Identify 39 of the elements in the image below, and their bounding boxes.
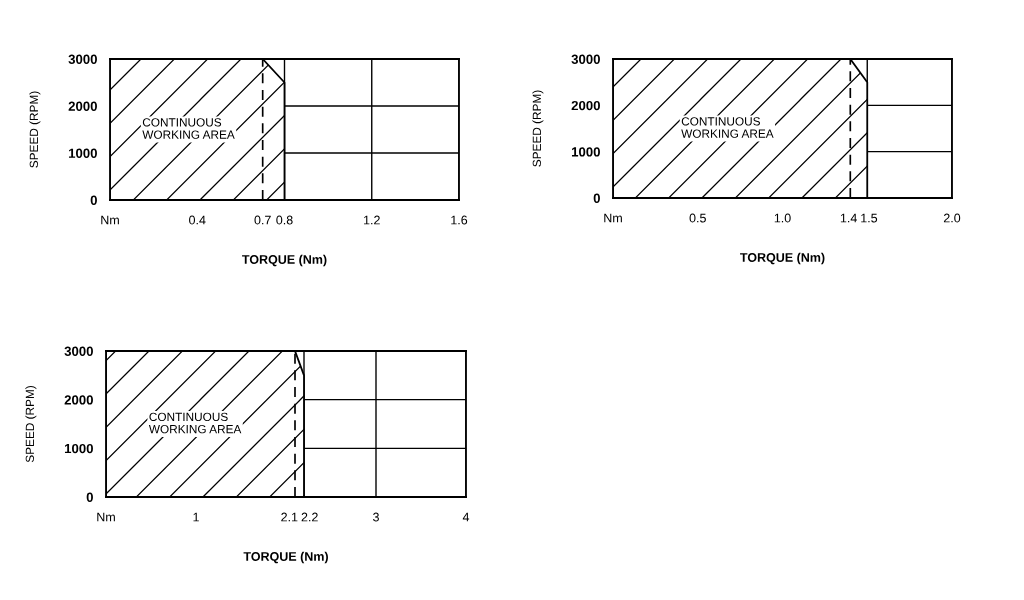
y-tick-label: 3000 [68,54,97,64]
y-tick-label: 2000 [571,100,600,111]
y-tick-label: 0 [593,193,600,203]
y-tick-label: 3000 [571,54,600,64]
x-axis-title: TORQUE (Nm) [242,254,327,267]
x-tick-label: 1.2 [364,215,380,225]
x-tick-label: 3 [373,512,379,522]
x-tick-label: 2.2 [301,512,318,522]
x-tick-label: Nm [604,213,622,223]
x-tick-label: 0.4 [189,215,206,225]
y-tick-label: 2000 [64,395,93,405]
y-axis-title: SPEED (RPM) [25,386,37,463]
x-axis-title: TORQUE (Nm) [740,252,825,265]
y-tick-label: 3000 [64,346,93,356]
y-tick-label: 1000 [571,147,600,157]
x-axis-title: TORQUE (Nm) [243,551,328,564]
y-tick-label: 0 [86,492,93,502]
y-tick-label: 1000 [68,148,97,158]
x-tick-label: 0.5 [689,213,706,223]
x-tick-label: 1 [193,512,199,522]
y-axis-title: SPEED (RPM) [29,91,41,168]
y-tick-label: 2000 [68,101,97,111]
x-tick-label: 2.0 [943,213,961,223]
x-tick-label: 1.6 [451,215,468,225]
x-tick-label: 2.1 [281,512,298,522]
x-tick-label: Nm [97,512,115,522]
annotation: CONTINUOUS WORKING AREA [148,412,242,434]
y-tick-label: 1000 [64,443,93,454]
x-tick-label: 4 [462,512,470,522]
annotation: CONTINUOUS WORKING AREA [681,117,774,138]
x-tick-label: 0.8 [276,215,293,225]
y-axis-title: SPEED (RPM) [532,90,544,167]
x-tick-label: 1.0 [774,213,791,223]
x-tick-label: 1.4 [840,213,857,223]
annotation: CONTINUOUS WORKING AREA [142,118,235,139]
x-tick-label: Nm [101,215,119,225]
x-tick-label: 0.7 [254,215,271,225]
y-tick-label: 0 [90,195,97,205]
x-tick-label: 1.5 [861,213,878,223]
